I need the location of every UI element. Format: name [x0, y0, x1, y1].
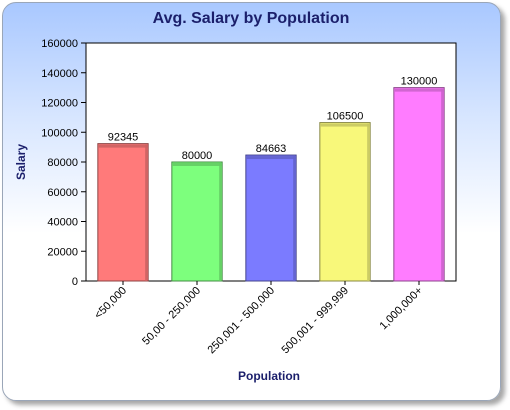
x-tick-label: <50,000 [92, 285, 129, 322]
bar [393, 87, 445, 282]
x-tick-label: 500,001 - 999,999 [279, 285, 351, 357]
bar-value-label: 80000 [182, 150, 213, 162]
y-tick-label: 100000 [41, 127, 78, 139]
bar-value-label: 92345 [108, 132, 139, 144]
x-tick-label: 50,00 - 250,000 [140, 285, 203, 348]
y-tick-label: 60000 [47, 187, 78, 199]
bar-side-bevel [367, 123, 370, 281]
y-axis-title: Salary [14, 144, 28, 180]
chart-title: Avg. Salary by Population [153, 10, 350, 27]
y-tick-label: 120000 [41, 98, 78, 110]
x-tick-label: 250,001 - 500,000 [205, 285, 277, 357]
bar-side-bevel [441, 88, 444, 281]
x-tick-label: 1,000,000+ [377, 285, 425, 333]
y-tick-label: 140000 [41, 68, 78, 80]
bar-top-bevel [246, 156, 296, 160]
bar-side-bevel [219, 163, 222, 281]
chart-container: Avg. Salary by Population 0 20000 40000 600… [2, 2, 501, 401]
x-axis: <50,000 50,00 - 250,000 250,001 - 500,000 5… [92, 281, 425, 356]
bar-top-bevel [98, 144, 148, 148]
bar-value-label: 106500 [327, 111, 364, 123]
bar-top-bevel [172, 163, 222, 166]
bar-chart: Avg. Salary by Population 0 20000 40000 600… [14, 10, 457, 383]
x-axis-title: Population [238, 369, 300, 383]
bar-value-label: 130000 [401, 76, 438, 88]
bar-side-bevel [293, 156, 296, 281]
bar-side-bevel [145, 144, 148, 281]
bar [245, 154, 297, 282]
bars-group: 92345 80000 84663 106500 130000 [97, 76, 445, 282]
bar-top-bevel [394, 88, 444, 92]
y-tick-label: 0 [72, 276, 78, 288]
y-axis: 0 20000 40000 60000 80000 100000 120000 140000 1… [41, 38, 86, 288]
bar [319, 122, 371, 282]
y-tick-label: 40000 [47, 217, 78, 229]
bar-value-label: 84663 [256, 143, 287, 155]
bar-top-bevel [320, 123, 370, 127]
y-tick-label: 160000 [41, 38, 78, 50]
y-tick-label: 80000 [47, 157, 78, 169]
bar [171, 161, 223, 282]
y-tick-label: 20000 [47, 246, 78, 258]
bar [97, 143, 149, 282]
